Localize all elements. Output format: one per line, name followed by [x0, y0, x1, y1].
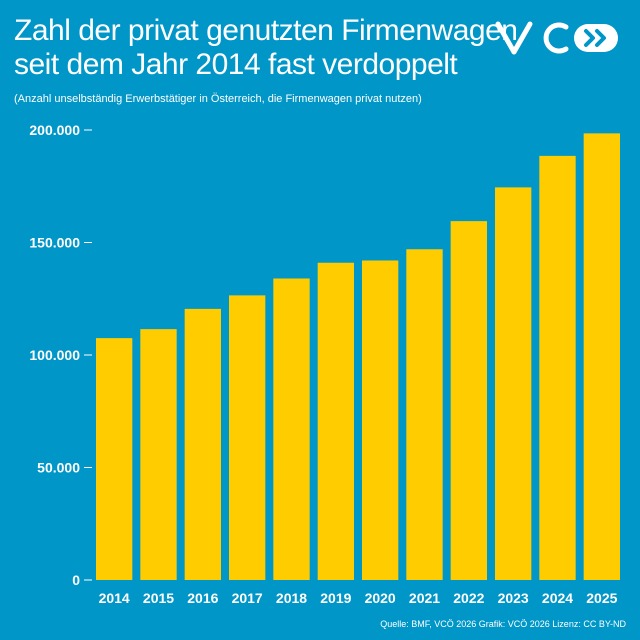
x-tick-label: 2021 — [409, 590, 440, 606]
bar-2025 — [583, 133, 620, 580]
x-tick-label: 2025 — [586, 590, 617, 606]
bar-2019 — [317, 262, 354, 580]
x-tick-label: 2016 — [187, 590, 218, 606]
chart-subtitle: (Anzahl unselbständig Erwerbstätiger in … — [14, 93, 422, 105]
bar-2016 — [184, 308, 221, 580]
x-tick-label: 2018 — [276, 590, 307, 606]
logo-chevron-2 — [595, 29, 606, 47]
vcoe-logo-icon — [495, 21, 618, 55]
bar-2014 — [96, 338, 133, 580]
chart-title: Zahl der privat genutzten Firmenwagen se… — [14, 14, 518, 82]
y-tick-label: 0 — [72, 572, 80, 588]
x-tick-label: 2023 — [498, 590, 529, 606]
x-tick-label: 2020 — [365, 590, 396, 606]
y-tick-label: 150.000 — [29, 235, 80, 251]
bar-2021 — [406, 249, 443, 580]
x-tick-label: 2022 — [453, 590, 484, 606]
bar-2015 — [140, 329, 177, 580]
x-tick-label: 2019 — [320, 590, 351, 606]
chart-title-line-2: seit dem Jahr 2014 fast verdoppelt — [14, 48, 458, 81]
x-tick-label: 2017 — [232, 590, 263, 606]
bar-2023 — [495, 187, 532, 580]
bar-2017 — [229, 295, 266, 580]
source-note: Quelle: BMF, VCÖ 2026 Grafik: VCÖ 2026 L… — [380, 619, 626, 629]
chart-title-line-1: Zahl der privat genutzten Firmenwagen — [14, 14, 518, 47]
bar-2020 — [362, 260, 399, 580]
bar-2022 — [450, 221, 487, 580]
bar-2024 — [539, 155, 576, 580]
y-tick-label: 100.000 — [29, 347, 80, 363]
logo-letter-c — [543, 22, 569, 54]
logo-chevron-1 — [584, 29, 595, 47]
x-tick-label: 2024 — [542, 590, 573, 606]
bar-2018 — [273, 278, 310, 580]
x-tick-label: 2014 — [99, 590, 130, 606]
logo-letter-v — [495, 21, 533, 55]
y-tick-label: 200.000 — [29, 122, 80, 138]
y-tick-label: 50.000 — [37, 460, 80, 476]
x-tick-label: 2015 — [143, 590, 174, 606]
